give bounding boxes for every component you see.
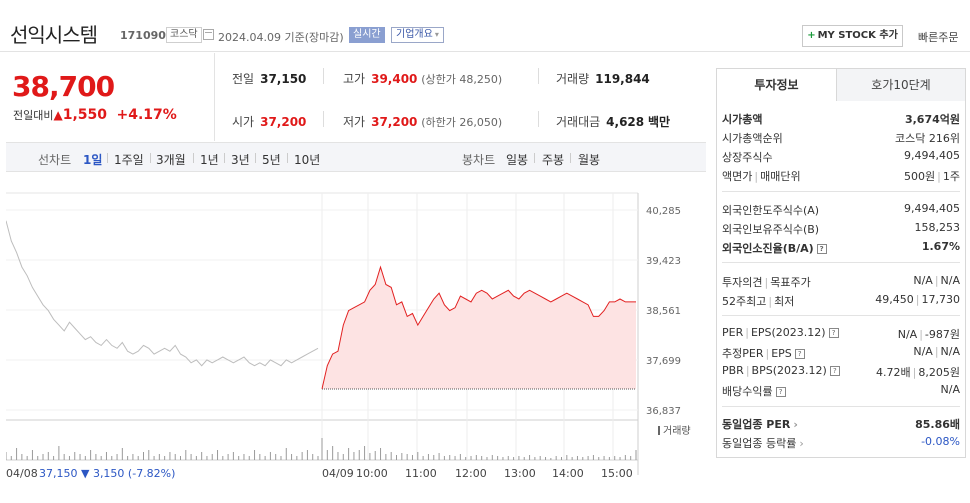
volume: 거래량 119,844 — [556, 72, 650, 86]
x-tick-label: 15:00 — [601, 467, 633, 480]
series-prev-day-line — [6, 220, 319, 367]
quick-order-link[interactable]: 빠른주문 — [918, 31, 959, 44]
foreign-hold-row: 외국인보유주식수(B) 158,253 — [722, 221, 960, 236]
chevron-right-icon: › — [799, 437, 804, 450]
y-tick-label: 39,423 — [646, 256, 681, 267]
opinion-row: 투자의견 | 목표주가 N/A | N/A — [722, 274, 960, 289]
plus-icon: + — [807, 30, 816, 41]
candle-monthly[interactable]: 월봉 — [578, 153, 601, 167]
period-3y[interactable]: 3년 — [231, 153, 250, 167]
period-1d[interactable]: 1일 — [83, 153, 103, 167]
listed-shares-row: 상장주식수 9,494,405 — [722, 149, 960, 164]
x-tick-label: 04/08 — [6, 467, 38, 480]
y-tick-label: 40,285 — [646, 206, 681, 217]
current-price-box: 38,700 전일대비▲1,550 +4.17% — [0, 53, 215, 141]
period-1w[interactable]: 1주일 — [114, 153, 144, 167]
price-chart-svg: 40,285 39,423 38,561 37,699 36,837 거래량 04/08 04… — [6, 192, 691, 480]
price-stats: 전일 37,150 고가 39,400 (상한가 48,250) 거래량 119,84… — [216, 53, 706, 141]
x-tick-label: 04/09 — [322, 467, 354, 480]
open-price: 시가 37,200 — [232, 115, 307, 129]
stock-code: 171090 — [120, 29, 166, 42]
x-tick-label: 12:00 — [455, 467, 487, 480]
foreign-limit-row: 외국인한도주식수(A) 9,494,405 — [722, 202, 960, 217]
candle-daily[interactable]: 일봉 — [506, 153, 529, 167]
help-icon[interactable]: ? — [828, 328, 839, 338]
tab-order-book[interactable]: 호가10단계 — [837, 69, 965, 101]
line-chart-label: 선차트 — [38, 153, 72, 167]
y-tick-label: 37,699 — [646, 356, 681, 367]
help-icon[interactable]: ? — [816, 244, 827, 254]
stock-name: 선익시스템 — [10, 23, 98, 47]
trade-amount: 거래대금 4,628 백만 — [556, 115, 671, 129]
x-tick-label: 14:00 — [552, 467, 584, 480]
price-change: 전일대비▲1,550 +4.17% — [13, 107, 177, 123]
foreign-ratio-row: 외국인소진율(B/A)? 1.67% — [722, 240, 960, 255]
market-cap-rank-row: 시가총액순위 코스닥 216위 — [722, 132, 960, 145]
per-eps-row: PER | EPS(2023.12)? N/A | -987원 — [722, 326, 960, 341]
chevron-right-icon: › — [793, 418, 798, 431]
company-overview-dropdown[interactable]: 기업개요 ▾ — [391, 27, 444, 43]
info-tabs: 투자정보 호가10단계 — [717, 69, 965, 101]
period-3m[interactable]: 3개월 — [156, 153, 186, 167]
current-price: 38,700 — [12, 70, 115, 103]
help-icon[interactable]: ? — [829, 366, 840, 376]
pbr-bps-row: PBR | BPS(2023.12)? 4.72배 | 8,205원 — [722, 364, 960, 379]
chart-period-bar: 선차트 1일 1주일 3개월 1년 3년 5년 10년 봉차트 일봉 주봉 월봉 — [6, 142, 706, 172]
series-today-line — [321, 265, 636, 390]
dividend-row: 배당수익률? N/A — [722, 383, 960, 398]
help-icon[interactable]: ? — [775, 387, 786, 397]
volume-legend-mark — [658, 426, 660, 435]
sector-per-row[interactable]: 동일업종 PER › 85.86배 — [722, 418, 960, 431]
high-price: 고가 39,400 (상한가 48,250) — [343, 72, 503, 86]
calendar-icon — [203, 29, 214, 40]
period-1y[interactable]: 1년 — [200, 153, 219, 167]
y-tick-label: 36,837 — [646, 406, 681, 417]
low-price: 저가 37,200 (하한가 26,050) — [343, 115, 503, 129]
intraday-chart: 40,285 39,423 38,561 37,699 36,837 거래량 04/08 04… — [6, 175, 706, 500]
par-value-row: 액면가 | 매매단위 500원 | 1주 — [722, 170, 960, 183]
x-tick-label: 10:00 — [356, 467, 388, 480]
period-10y[interactable]: 10년 — [294, 153, 321, 167]
market-cap-row: 시가총액 3,674억원 — [722, 113, 960, 126]
52week-row: 52주최고 | 최저 49,450 | 17,730 — [722, 293, 960, 308]
base-date: 2024.04.09 기준(장마감) — [218, 31, 344, 44]
change-percent: +4.17% — [116, 107, 177, 123]
investment-info-panel: 투자정보 호가10단계 시가총액 3,674억원 시가총액순위 코스닥 216위 상… — [716, 68, 966, 458]
add-my-stock-button[interactable]: + MY STOCK 추가 — [802, 25, 903, 47]
candle-chart-label: 봉차트 — [462, 153, 496, 167]
tab-investment-info[interactable]: 투자정보 — [717, 69, 837, 101]
realtime-button[interactable]: 실시간 — [349, 27, 385, 43]
stock-header: 선익시스템 171090 코스닥 2024.04.09 기준(장마감) 실시간 … — [0, 0, 970, 52]
x-tick-label: 13:00 — [504, 467, 536, 480]
market-badge: 코스닥 — [166, 27, 202, 43]
period-5y[interactable]: 5년 — [262, 153, 281, 167]
series-today-area — [322, 267, 636, 389]
volume-label: 거래량 — [663, 425, 691, 437]
est-per-row: 추정PER | EPS? N/A | N/A — [722, 345, 960, 360]
up-triangle-icon: ▲ — [53, 108, 63, 122]
y-tick-label: 38,561 — [646, 306, 681, 317]
chevron-down-icon: ▾ — [434, 30, 439, 39]
candle-weekly[interactable]: 주봉 — [542, 153, 565, 167]
prev-day-change: 37,150 ▼ 3,150 (-7.82%) — [39, 467, 175, 480]
sector-rate-row[interactable]: 동일업종 등락률 › -0.08% — [722, 435, 960, 450]
x-tick-label: 11:00 — [405, 467, 437, 480]
help-icon[interactable]: ? — [794, 349, 805, 359]
prev-close: 전일 37,150 — [232, 72, 307, 86]
